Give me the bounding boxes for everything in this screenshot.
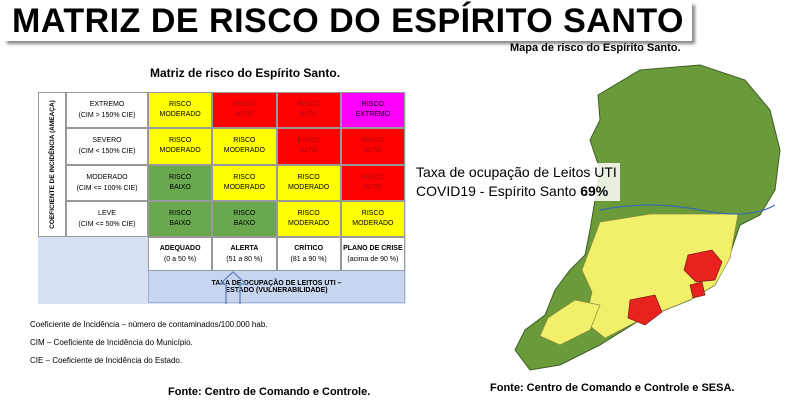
- map-region-yellow: [539, 299, 601, 346]
- risk-matrix: COEFICIENTE DE INCIDÊNCIA (AMEAÇA) TAXA …: [38, 92, 406, 304]
- column-sublabel: (0 a 50 %): [163, 256, 197, 263]
- y-axis-box: COEFICIENTE DE INCIDÊNCIA (AMEAÇA): [38, 92, 66, 237]
- map-region-red: [627, 294, 663, 326]
- map-source: Fonte: Centro de Comando e Controle e SE…: [490, 382, 735, 394]
- column-label: ADEQUADO: [159, 245, 201, 252]
- row-header: EXTREMO (CIM > 150% CIE): [66, 92, 148, 129]
- column-label: CRÍTICO: [294, 245, 324, 252]
- column-sublabel: (acima de 90 %): [347, 256, 399, 263]
- occupancy-line: COVID19 - Espírito Santo 69%: [416, 182, 617, 201]
- occupancy-value: 69%: [580, 183, 609, 199]
- row-header: LEVE (CIM <= 50% CIE): [66, 200, 148, 237]
- column-label: ALERTA: [230, 245, 259, 252]
- map-region-red: [689, 281, 706, 299]
- risk-cell: RISCO ALTO: [340, 164, 405, 201]
- note: CIM – Coeficiente de Incidência do Munic…: [30, 338, 193, 347]
- map-region-red: [683, 249, 723, 283]
- risk-cell: RISCO MODERADO: [148, 92, 213, 129]
- risk-cell: RISCO MODERADO: [276, 164, 341, 201]
- risk-cell: RISCO ALTO: [212, 92, 277, 129]
- risk-cell: RISCO ALTO: [276, 128, 341, 165]
- risk-cell: RISCO MODERADO: [276, 200, 341, 237]
- note: CIE – Coeficiente de Incidência do Estad…: [30, 356, 183, 365]
- row-label: EXTREMO: [89, 101, 125, 109]
- column-header: ALERTA (51 a 80 %): [212, 237, 277, 271]
- arrow: [218, 270, 248, 304]
- risk-cell: RISCO BAIXO: [148, 200, 213, 237]
- occupancy-line: Taxa de ocupação de Leitos UTI: [416, 164, 617, 180]
- map-title: Mapa de risco do Espírito Santo.: [510, 42, 681, 54]
- column-header: ADEQUADO (0 a 50 %): [148, 237, 213, 271]
- column-label: PLANO DE CRISE: [343, 245, 403, 252]
- column-sublabel: (51 a 80 %): [226, 256, 263, 263]
- risk-cell: RISCO BAIXO: [212, 200, 277, 237]
- risk-cell: RISCO MODERADO: [148, 128, 213, 165]
- row-header: SEVERO (CIM < 150% CIE): [66, 128, 148, 165]
- row-header: MODERADO (CIM <= 100% CIE): [66, 164, 148, 201]
- row-label: LEVE: [98, 209, 116, 217]
- page-title: MATRIZ DE RISCO DO ESPÍRITO SANTO: [4, 2, 692, 41]
- row-sublabel: (CIM <= 100% CIE): [76, 184, 138, 192]
- column-header: PLANO DE CRISE (acima de 90 %): [340, 237, 405, 271]
- risk-cell: RISCO MODERADO: [340, 200, 405, 237]
- row-sublabel: (CIM < 150% CIE): [78, 148, 136, 156]
- row-sublabel: (CIM <= 50% CIE): [78, 220, 136, 228]
- arrow-shape: [218, 270, 248, 304]
- notes: Coeficiente de Incidência – número de co…: [30, 320, 268, 365]
- occupancy-text: COVID19 - Espírito Santo: [416, 183, 577, 199]
- river: [599, 204, 776, 215]
- matrix-source: Fonte: Centro de Comando e Controle.: [168, 386, 371, 398]
- row-label: MODERADO: [86, 173, 128, 181]
- risk-cell: RISCO MODERADO: [212, 128, 277, 165]
- risk-cell: RISCO BAIXO: [148, 164, 213, 201]
- risk-cell: RISCO ALTO: [276, 92, 341, 129]
- column-header: CRÍTICO (81 a 90 %): [276, 237, 341, 271]
- row-sublabel: (CIM > 150% CIE): [78, 112, 136, 120]
- row-label: SEVERO: [92, 137, 122, 145]
- column-sublabel: (81 a 90 %): [290, 256, 327, 263]
- risk-cell: RISCO MODERADO: [212, 164, 277, 201]
- occupancy-box: Taxa de ocupação de Leitos UTI COVID19 -…: [413, 163, 620, 201]
- risk-cell: RISCO ALTO: [340, 128, 405, 165]
- note: Coeficiente de Incidência – número de co…: [30, 320, 268, 329]
- risk-cell: RISCO EXTREMO: [340, 92, 405, 129]
- matrix-title: Matriz de risco do Espírito Santo.: [150, 66, 341, 80]
